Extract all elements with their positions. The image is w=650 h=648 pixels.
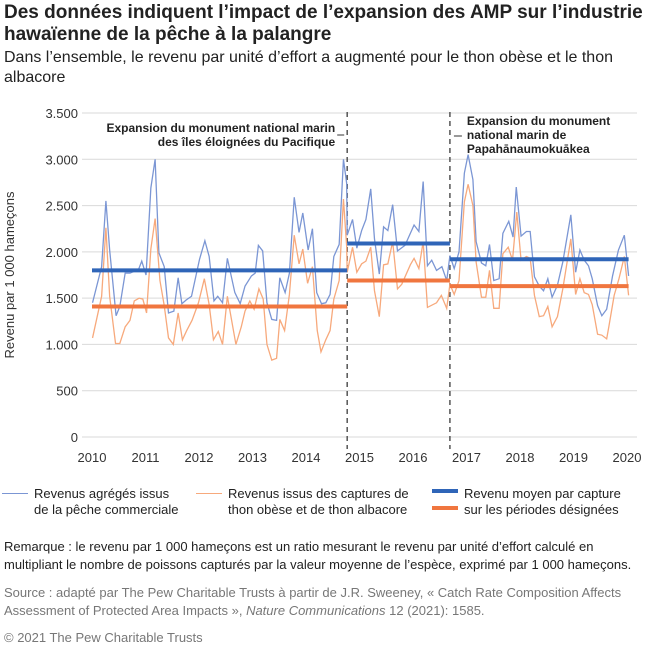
- legend-swatch-blue: [2, 493, 28, 494]
- x-tick-label: 2018: [506, 450, 535, 465]
- chart-subtitle: Dans l’ensemble, le revenu par unité d’e…: [4, 49, 613, 86]
- x-tick-label: 2015: [345, 450, 374, 465]
- series-line-aggregate: [91, 154, 630, 322]
- x-tick-label: 2014: [292, 450, 321, 465]
- x-tick-label: 2013: [238, 450, 267, 465]
- x-tick-label: 2011: [132, 450, 160, 465]
- y-tick-label: 0: [71, 430, 78, 445]
- legend-label: de la pêche commerciale: [34, 502, 179, 517]
- source-text: Source : adapté par The Pew Charitable T…: [4, 585, 622, 618]
- source-journal: Nature Communications: [246, 603, 386, 618]
- chart-title: Des données indiquent l’impact de l’expa…: [4, 2, 643, 45]
- legend-swatch-orange: [196, 493, 222, 494]
- x-tick-label: 2019: [559, 450, 588, 465]
- annotation-label: Expansion du monument national marin: [107, 121, 336, 135]
- y-tick-label: 2.000: [45, 245, 78, 260]
- y-tick-label: 2.500: [45, 199, 78, 214]
- copyright: © 2021 The Pew Charitable Trusts: [4, 630, 203, 645]
- y-tick-label: 3.000: [45, 152, 78, 167]
- y-tick-label: 500: [56, 384, 78, 399]
- legend-item-aggregate: Revenus agrégés issus de la pêche commer…: [2, 486, 179, 518]
- legend-item-tuna: Revenus issus des captures de thon obèse…: [196, 486, 409, 518]
- legend-label: sur les périodes désignées: [464, 502, 619, 517]
- legend-label: thon obèse et de thon albacore: [228, 502, 408, 517]
- x-tick-label: 2017: [452, 450, 481, 465]
- y-tick-label: 1.000: [45, 337, 78, 352]
- legend-swatch-blue-avg: [432, 489, 458, 493]
- remark-note: Remarque : le revenu par 1 000 hameçons …: [4, 539, 632, 572]
- x-tick-label: 2016: [399, 450, 428, 465]
- y-tick-label: 1.500: [45, 291, 78, 306]
- series-line-tuna: [91, 184, 630, 362]
- y-tick-label: 3.500: [45, 106, 78, 121]
- annotation-label: national marin de: [467, 128, 567, 142]
- x-tick-label: 2010: [78, 450, 107, 465]
- source-note: Source : adapté par The Pew Charitable T…: [4, 584, 649, 620]
- chart-svg: 0 500 1.000 1.500 2.000 2.500 3.000 3.500 2010 20…: [2, 106, 642, 465]
- source-text-end: 12 (2021): 1585.: [385, 603, 485, 618]
- x-tick-label: 2012: [185, 450, 214, 465]
- legend-label: Revenu moyen par capture: [464, 486, 621, 501]
- x-tick-label: 2020: [613, 450, 642, 465]
- y-axis-label: Revenu par 1 000 hameçons: [2, 191, 17, 358]
- legend-item-average: Revenu moyen par capture sur les période…: [432, 486, 621, 518]
- legend-label: Revenus issus des captures de: [228, 486, 409, 501]
- legend-swatch-orange-avg: [432, 506, 458, 510]
- annotation-label: Expansion du monument: [467, 114, 610, 128]
- annotation-label: des îles éloignées du Pacifique: [158, 135, 336, 149]
- annotation-label: Papahānaumokuākea: [467, 142, 590, 156]
- legend-label: Revenus agrégés issus: [34, 486, 170, 501]
